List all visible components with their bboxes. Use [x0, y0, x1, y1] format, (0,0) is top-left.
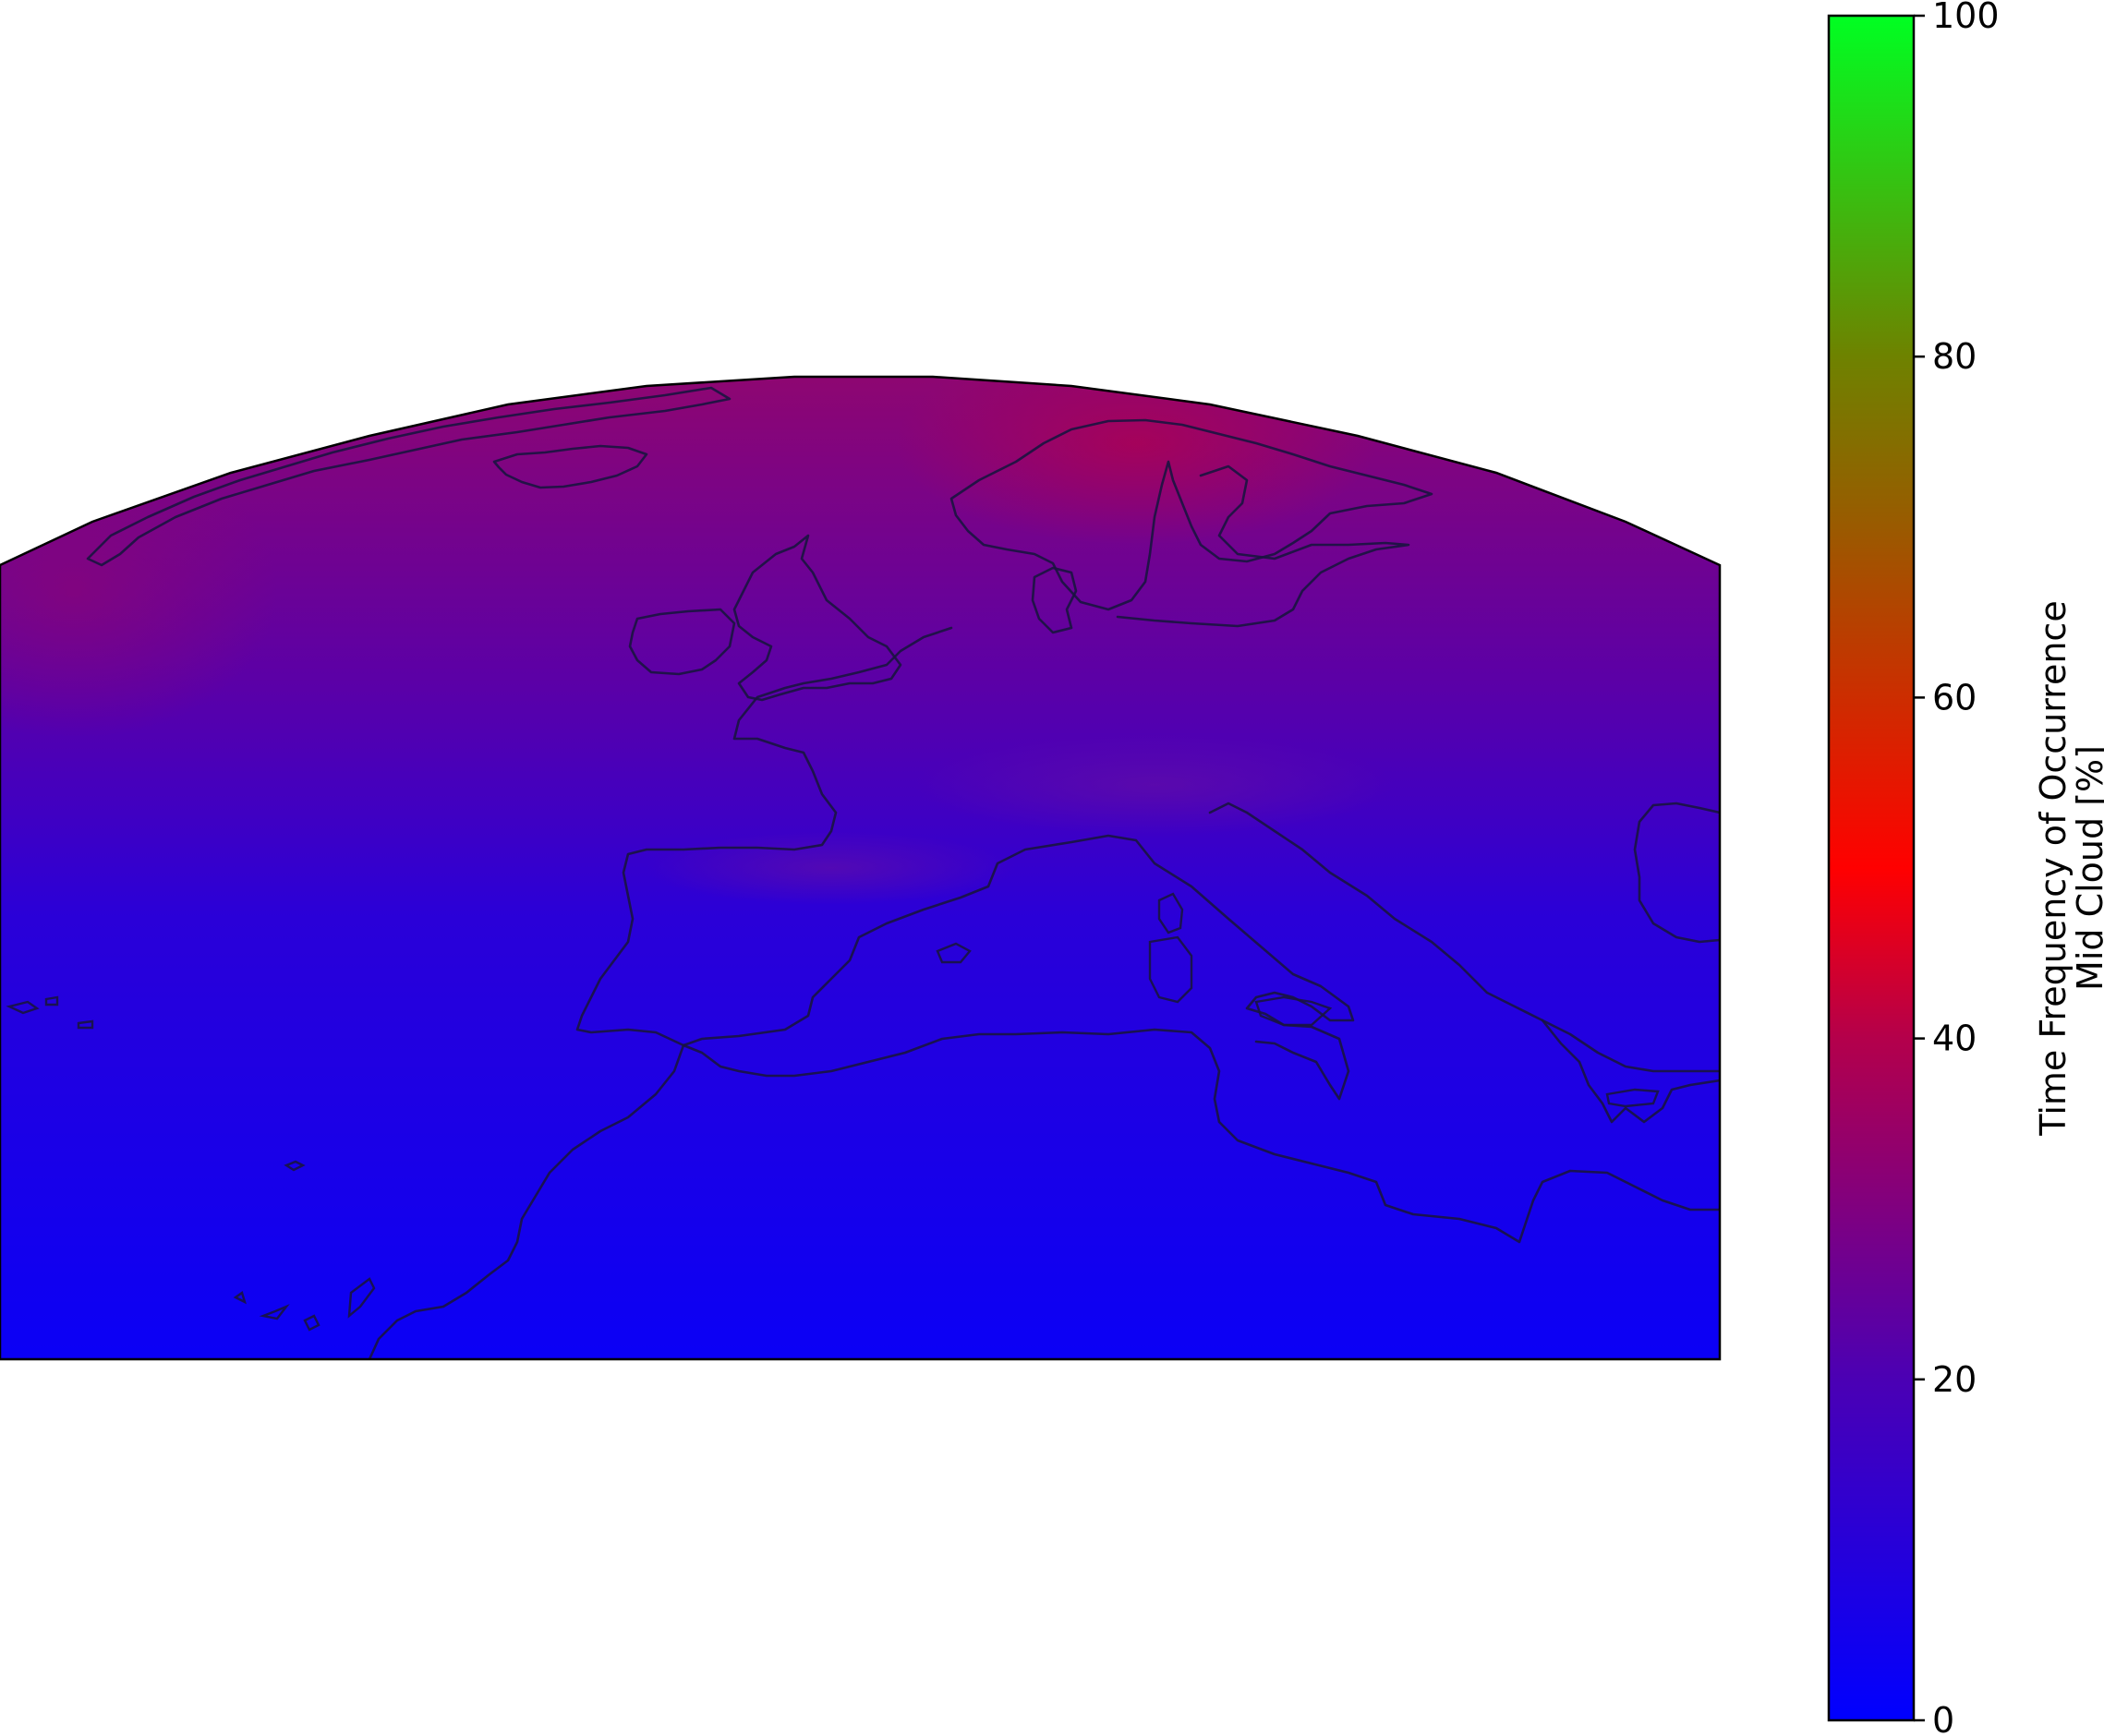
- balkans-coastline: [1208, 802, 1720, 1073]
- map-field: [0, 377, 1720, 1359]
- europe-coastline: [575, 626, 1355, 1101]
- colorbar-tick-label: 60: [1932, 677, 1977, 717]
- colorbar-tick-label: 80: [1932, 336, 1977, 377]
- colorbar-tick-label: 100: [1932, 0, 2000, 36]
- ireland-coastline: [628, 608, 736, 676]
- coastlines: [6, 386, 1720, 1359]
- colorbar-gradient-bar: [1827, 14, 1916, 1722]
- madeira-coastline: [284, 1160, 306, 1172]
- greenland-coastline: [86, 386, 732, 567]
- sicily-coastline: [1254, 995, 1333, 1027]
- west-africa-coastline: [368, 1043, 685, 1359]
- crete-coastline: [1605, 1088, 1660, 1108]
- black-sea-coastline: [1633, 802, 1720, 944]
- canary-coastline: [233, 1277, 376, 1332]
- corsica-coastline: [1157, 892, 1184, 934]
- denmark-coastline: [1031, 566, 1078, 634]
- colorbar-label-line2: Mid Cloud [%]: [2070, 745, 2104, 991]
- map-boundary: [0, 375, 1722, 1361]
- iceland-coastline: [492, 444, 648, 489]
- colorbar: 0 20 40 60 80 100 Time Frequency of Occurrenc…: [1827, 0, 2104, 1736]
- scandinavia-high-cloud: [896, 377, 1376, 545]
- baltic-coastline: [1116, 464, 1410, 628]
- colorbar-tick-label: 0: [1932, 1700, 1954, 1736]
- colorbar-tick-label: 20: [1932, 1359, 1977, 1400]
- balearic-coastline: [936, 942, 972, 964]
- colorbar-ticks: 0 20 40 60 80 100: [1914, 0, 2000, 1736]
- scandinavia-coastline: [949, 418, 1433, 611]
- north-africa-coastline: [682, 1028, 1720, 1244]
- azores-coastline: [6, 995, 94, 1030]
- colorbar-label-line1: Time Frequency of Occurrence: [2033, 600, 2074, 1136]
- greece-coastline: [1541, 1019, 1720, 1124]
- alps-cloud-band: [914, 734, 1395, 836]
- pyrenees-cloud-band: [647, 831, 1016, 905]
- great-britain-coastline: [732, 534, 902, 702]
- sardinia-coastline: [1148, 935, 1193, 1004]
- colorbar-tick-label: 40: [1932, 1019, 1977, 1059]
